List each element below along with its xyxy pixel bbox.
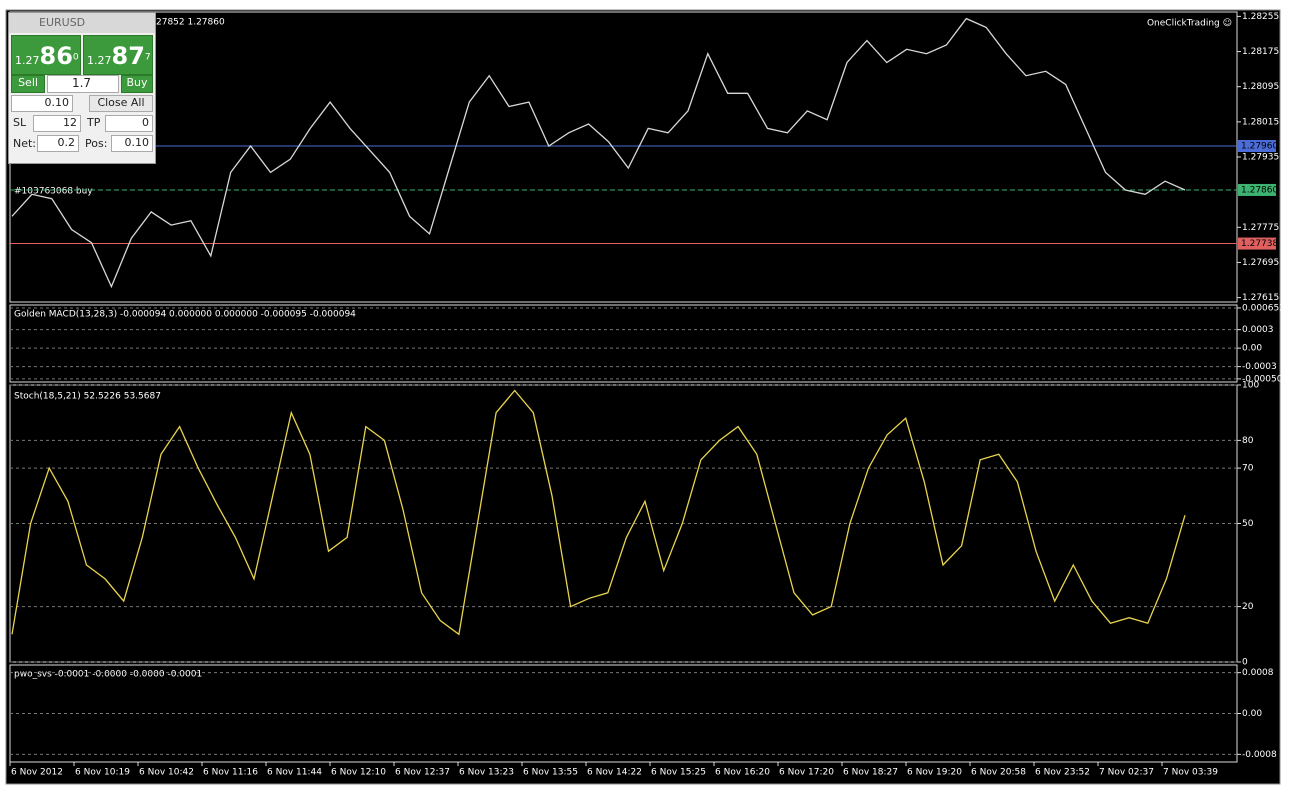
sl-label: SL [13, 116, 27, 129]
y-tick-label: 0.0003 [1242, 325, 1274, 335]
y-tick-label: 0.00 [1242, 709, 1262, 719]
y-tick-label: 0.000652 [1242, 303, 1285, 313]
order-label: #103763068 buy [14, 187, 93, 197]
time-label: 6 Nov 11:16 [203, 768, 258, 778]
spread: 1.7 [47, 75, 119, 93]
time-label: 6 Nov 13:55 [523, 768, 578, 778]
time-label: 6 Nov 20:58 [971, 768, 1026, 778]
y-tick-label: -0.00050 [1242, 374, 1283, 384]
level-tag [1238, 140, 1276, 153]
ask-quote[interactable]: 1.27877 [83, 35, 153, 75]
y-tick-label: 1.27695 [1242, 258, 1279, 268]
y-tick-label: -0.0003 [1242, 362, 1277, 372]
y-tick-label: 70 [1242, 464, 1254, 474]
level-label: 1.27960 [1241, 142, 1278, 152]
bid-big: 86 [39, 42, 73, 70]
y-tick-label: 1.28175 [1242, 47, 1279, 57]
y-tick-label: 0.0008 [1242, 668, 1274, 678]
time-label: 6 Nov 19:20 [907, 768, 962, 778]
time-label: 6 Nov 10:19 [75, 768, 130, 778]
bid-small: 0 [72, 51, 79, 63]
plugin-label: OneClickTrading ☺ [1147, 18, 1232, 29]
pos-value: 0.10 [111, 135, 153, 152]
tp-label: TP [87, 116, 101, 129]
y-tick-label: -0.0008 [1242, 750, 1277, 760]
ask-small: 7 [144, 51, 151, 63]
price-line [11, 17, 1186, 289]
level-tag [1238, 183, 1276, 196]
y-tick-label: 0 [1242, 658, 1248, 668]
y-tick-label: 80 [1242, 436, 1254, 446]
net-value: 0.2 [37, 135, 79, 152]
y-tick-label: 50 [1242, 519, 1254, 529]
y-tick-label: 1.28095 [1242, 82, 1279, 92]
time-label: 6 Nov 17:20 [779, 768, 834, 778]
y-tick-label: 100 [1242, 381, 1259, 391]
y-tick-label: 1.28255 [1242, 12, 1279, 22]
level-label: 1.27738 [1241, 239, 1278, 249]
time-label: 6 Nov 12:10 [331, 768, 386, 778]
bid-prefix: 1.27 [15, 54, 40, 67]
ask-prefix: 1.27 [87, 54, 112, 67]
time-label: 6 Nov 16:20 [715, 768, 770, 778]
lots-input[interactable]: 0.10 [11, 95, 73, 112]
tp-input[interactable]: 0 [105, 115, 153, 132]
time-label: 6 Nov 14:22 [587, 768, 642, 778]
chart-background [5, 9, 1281, 785]
y-tick-label: 1.28015 [1242, 117, 1279, 127]
time-label: 6 Nov 10:42 [139, 768, 194, 778]
stoch-line [11, 389, 1186, 636]
y-tick-label: 1.27935 [1242, 153, 1279, 163]
macd-panel [9, 304, 1238, 383]
time-label: 7 Nov 02:37 [1099, 768, 1154, 778]
y-tick-label: 0.00 [1242, 344, 1262, 354]
trade-panel: EURUSD 1.27860 1.27877 Sell 1.7 Buy 0.10… [8, 12, 156, 164]
stoch-title: Stoch(18,5,21) 52.5226 53.5687 [14, 392, 161, 402]
time-label: 7 Nov 03:39 [1163, 768, 1218, 778]
y-tick-label: 20 [1242, 602, 1254, 612]
bid-quote[interactable]: 1.27860 [11, 35, 81, 75]
panel-symbol: EURUSD [9, 13, 155, 33]
pwo-title: pwo_svs -0.0001 -0.0000 -0.0000 -0.0001 [14, 670, 202, 680]
sl-input[interactable]: 12 [33, 115, 81, 132]
time-label: 6 Nov 23:52 [1035, 768, 1090, 778]
level-label: 1.27860 [1241, 185, 1278, 195]
header-info: 27852 1.27860 [156, 18, 225, 28]
time-label: 6 Nov 18:27 [843, 768, 898, 778]
y-tick-label: 1.27775 [1242, 223, 1279, 233]
y-tick-label: 1.27615 [1242, 293, 1279, 303]
buy-button[interactable]: Buy [121, 75, 153, 93]
macd-title: Golden MACD(13,28,3) -0.000094 0.000000 … [14, 310, 356, 320]
time-label: 6 Nov 15:25 [651, 768, 706, 778]
close-all-button[interactable]: Close All [89, 95, 153, 112]
time-label: 6 Nov 12:37 [395, 768, 450, 778]
pos-label: Pos: [85, 137, 108, 150]
time-label: 6 Nov 11:44 [267, 768, 322, 778]
sell-button[interactable]: Sell [11, 75, 45, 93]
level-tag [1238, 237, 1276, 250]
time-label: 6 Nov 13:23 [459, 768, 514, 778]
ask-big: 87 [111, 42, 145, 70]
time-label: 6 Nov 2012 [11, 768, 63, 778]
net-label: Net: [13, 137, 37, 150]
